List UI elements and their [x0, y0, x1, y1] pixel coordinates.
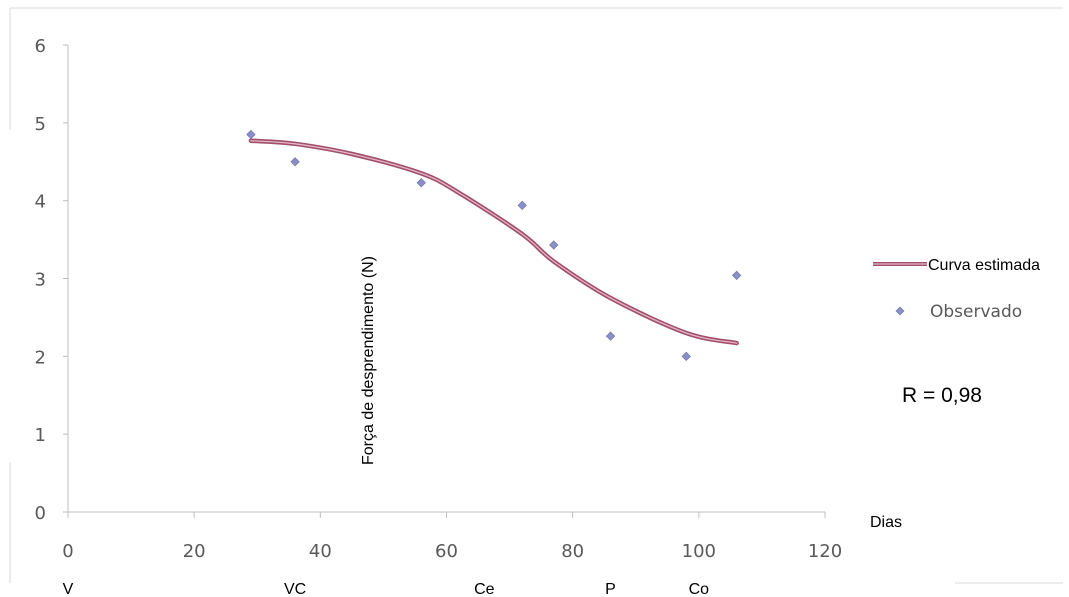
y-tick-label: 2 [35, 347, 46, 368]
x-tick-label: 100 [682, 541, 716, 562]
r-annotation: R = 0,98 [902, 384, 982, 407]
observed-point [290, 157, 300, 167]
legend-label-curve: Curva estimada [928, 257, 1040, 274]
legend-marker-diamond [895, 306, 905, 316]
legend-label-observed: Observado [930, 302, 1022, 322]
x-tick-label: 20 [183, 541, 206, 562]
legend: Curva estimada Observado [873, 257, 1040, 322]
observed-point [549, 240, 559, 250]
y-tick-label: 4 [35, 192, 46, 213]
y-tick-label: 3 [35, 270, 46, 291]
x-tick-label: 80 [561, 541, 584, 562]
stage-label: P [605, 581, 616, 597]
x-tick-label: 0 [62, 541, 73, 562]
stage-label: Ce [474, 581, 495, 597]
observed-point [246, 129, 256, 140]
series-layer [246, 129, 742, 361]
observed-point [732, 270, 742, 281]
y-tick-label: 0 [35, 503, 46, 524]
observed-point [416, 178, 426, 188]
x-axis-label: Dias [870, 514, 902, 531]
x-tick-label: 60 [435, 541, 458, 562]
y-axis-ticks: 0 1 2 3 4 5 6 [35, 36, 68, 524]
x-tick-label: 120 [808, 541, 842, 562]
y-axis-label: Força de desprendimento (N) [360, 256, 377, 465]
observed-point [605, 331, 616, 341]
y-tick-label: 5 [35, 114, 46, 135]
stage-label: VC [284, 581, 306, 597]
y-tick-label: 6 [35, 36, 46, 57]
stage-labels: V VC Ce P Co [63, 581, 709, 597]
stage-label: V [63, 581, 74, 597]
stage-label: Co [689, 581, 710, 597]
estimated-curve-highlight [250, 140, 738, 344]
observed-point [517, 200, 527, 210]
observed-point [681, 351, 691, 361]
y-tick-label: 1 [35, 425, 46, 446]
x-tick-label: 40 [309, 541, 332, 562]
x-axis-ticks: 0 20 40 60 80 100 120 [62, 512, 842, 562]
